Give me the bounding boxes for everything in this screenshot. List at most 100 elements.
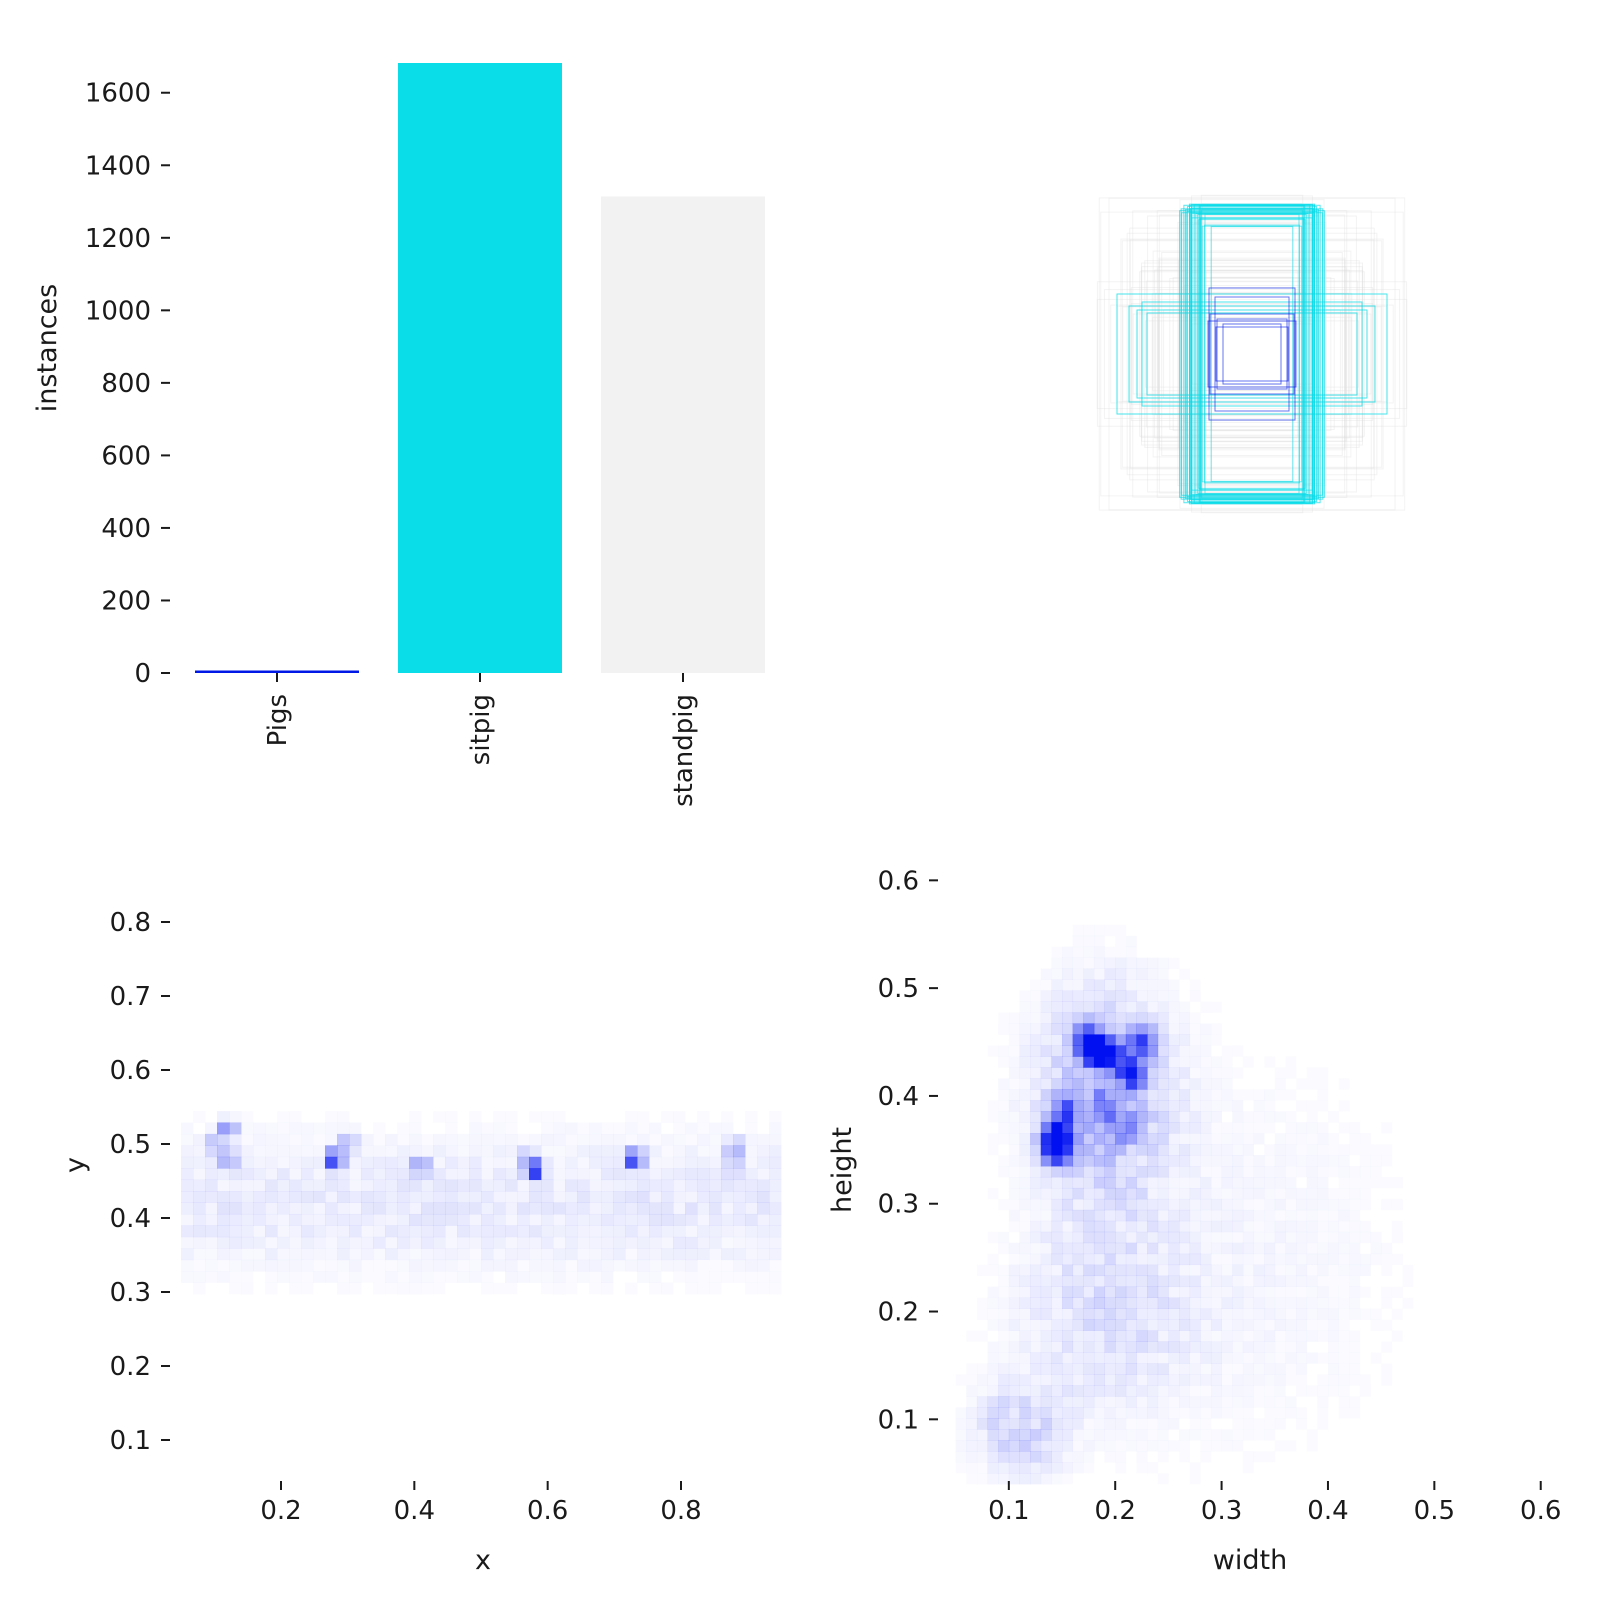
- heatmap-cell: [1083, 925, 1094, 936]
- heatmap-cell: [1104, 1352, 1116, 1364]
- heatmap-cell: [673, 1122, 685, 1134]
- heatmap-cell: [1168, 1067, 1180, 1079]
- heatmap-cell: [553, 1271, 565, 1283]
- heatmap-cell: [649, 1271, 661, 1283]
- heatmap-cell: [685, 1283, 697, 1295]
- heatmap-cell: [977, 1385, 988, 1396]
- heatmap-x-tick-label: 0.1: [988, 1496, 1029, 1526]
- heatmap-cell: [1243, 1265, 1254, 1276]
- heatmap-cell: [589, 1191, 602, 1203]
- heatmap-cell: [1136, 1374, 1148, 1386]
- heatmap-cell: [1243, 1396, 1254, 1407]
- heatmap-cell: [1104, 1089, 1116, 1101]
- heatmap-cell: [1093, 1308, 1105, 1320]
- heatmap-cell: [1168, 958, 1179, 969]
- heatmap-cell: [1019, 1122, 1030, 1133]
- heatmap-cell: [1168, 1440, 1179, 1451]
- heatmap-cell: [277, 1225, 289, 1237]
- heatmap-cell: [697, 1248, 710, 1261]
- heatmap-cell: [229, 1179, 242, 1192]
- heatmap-cell: [181, 1168, 194, 1181]
- heatmap-cell: [1115, 1220, 1127, 1233]
- heatmap-cell: [637, 1248, 650, 1261]
- heatmap-cell: [1093, 1231, 1105, 1244]
- heatmap-cell: [1072, 1100, 1084, 1112]
- heatmap-cell: [1125, 1275, 1137, 1288]
- heatmap-cell: [1296, 1418, 1307, 1429]
- heatmap-cell: [577, 1271, 589, 1283]
- heatmap-cell: [1190, 1177, 1201, 1188]
- heatmap-cell: [1264, 1199, 1275, 1210]
- heatmap-cell: [1062, 1166, 1074, 1178]
- bounding-box: [1210, 226, 1294, 482]
- heatmap-cell: [337, 1122, 349, 1134]
- heatmap-cell: [1210, 1341, 1222, 1353]
- heatmap-cell: [1136, 1078, 1148, 1090]
- heatmap-cell: [229, 1145, 242, 1158]
- heatmap-cell: [1072, 1078, 1084, 1090]
- heatmap-cell: [517, 1213, 530, 1226]
- heatmap-cell: [1030, 1176, 1042, 1189]
- heatmap-cell: [325, 1213, 338, 1226]
- heatmap-cell: [505, 1283, 517, 1295]
- heatmap-cell: [1168, 1056, 1180, 1068]
- heatmap-cell: [998, 1232, 1009, 1243]
- heatmap-cell: [457, 1213, 470, 1226]
- heatmap-cell: [1062, 1242, 1074, 1255]
- heatmap-cell: [1168, 1330, 1180, 1342]
- heatmap-cell: [397, 1236, 410, 1249]
- heatmap-cell: [433, 1248, 446, 1261]
- heatmap-cell: [769, 1145, 782, 1158]
- heatmap-cell: [661, 1179, 674, 1192]
- heatmap-cell: [1232, 1341, 1243, 1352]
- heatmap-cell: [553, 1237, 565, 1249]
- heatmap-cell: [1317, 1243, 1328, 1254]
- heatmap-cell: [1147, 958, 1158, 969]
- heatmap-cell: [1189, 1209, 1201, 1222]
- heatmap-cell: [1147, 1089, 1159, 1101]
- heatmap-cell: [181, 1248, 194, 1261]
- heatmap-cell: [1349, 1298, 1360, 1309]
- heatmap-cell: [1253, 1352, 1265, 1364]
- heatmap-cell: [1157, 1297, 1169, 1309]
- heatmap-cell: [1008, 1264, 1020, 1277]
- heatmap-cell: [1051, 1100, 1063, 1112]
- heatmap-cell: [1051, 1176, 1063, 1189]
- heatmap-cell: [956, 1429, 967, 1440]
- heatmap-cell: [1264, 1242, 1276, 1255]
- heatmap-cell: [1179, 1275, 1191, 1288]
- heatmap-cell: [1019, 1056, 1031, 1068]
- heatmap-cell: [1275, 1188, 1286, 1199]
- heatmap-y-tick-label: 0.2: [110, 1352, 151, 1382]
- heatmap-cell: [987, 1385, 999, 1397]
- heatmap-cell: [1093, 979, 1105, 991]
- heatmap-cell: [385, 1237, 397, 1249]
- heatmap-cell: [1157, 1122, 1169, 1134]
- heatmap-cell: [977, 1363, 988, 1374]
- heatmap-cell: [1072, 1231, 1084, 1244]
- heatmap-cell: [1072, 1352, 1084, 1364]
- heatmap-cell: [721, 1122, 733, 1134]
- heatmap-cell: [589, 1213, 602, 1226]
- heatmap-cell: [493, 1213, 506, 1226]
- heatmap-cell: [1147, 1462, 1158, 1473]
- heatmap-cell: [987, 1473, 999, 1485]
- heatmap-cell: [265, 1145, 277, 1157]
- heatmap-cell: [1136, 1363, 1148, 1375]
- heatmap-cell: [1200, 1187, 1212, 1200]
- heatmap-cell: [1136, 1176, 1148, 1189]
- heatmap-cell: [1104, 1100, 1116, 1112]
- heatmap-cell: [1125, 1034, 1137, 1046]
- heatmap-cell: [1040, 990, 1052, 1002]
- heatmap-cell: [1147, 1144, 1159, 1156]
- heatmap-cell: [1104, 968, 1116, 980]
- xy-location-heatmap: 0.10.20.30.40.50.60.70.8 0.2 0.4 0.6 0.8 x …: [60, 908, 702, 1576]
- heatmap-cell: [1328, 1352, 1339, 1363]
- heatmap-cell: [1179, 969, 1190, 980]
- heatmap-cell: [1072, 1034, 1084, 1046]
- heatmap-cell: [1157, 1133, 1169, 1145]
- bounding-box: [1183, 215, 1321, 493]
- heatmap-cell: [1136, 1451, 1147, 1462]
- heatmap-y-tick-label: 0.1: [110, 1426, 151, 1456]
- heatmap-cell: [1019, 1275, 1031, 1288]
